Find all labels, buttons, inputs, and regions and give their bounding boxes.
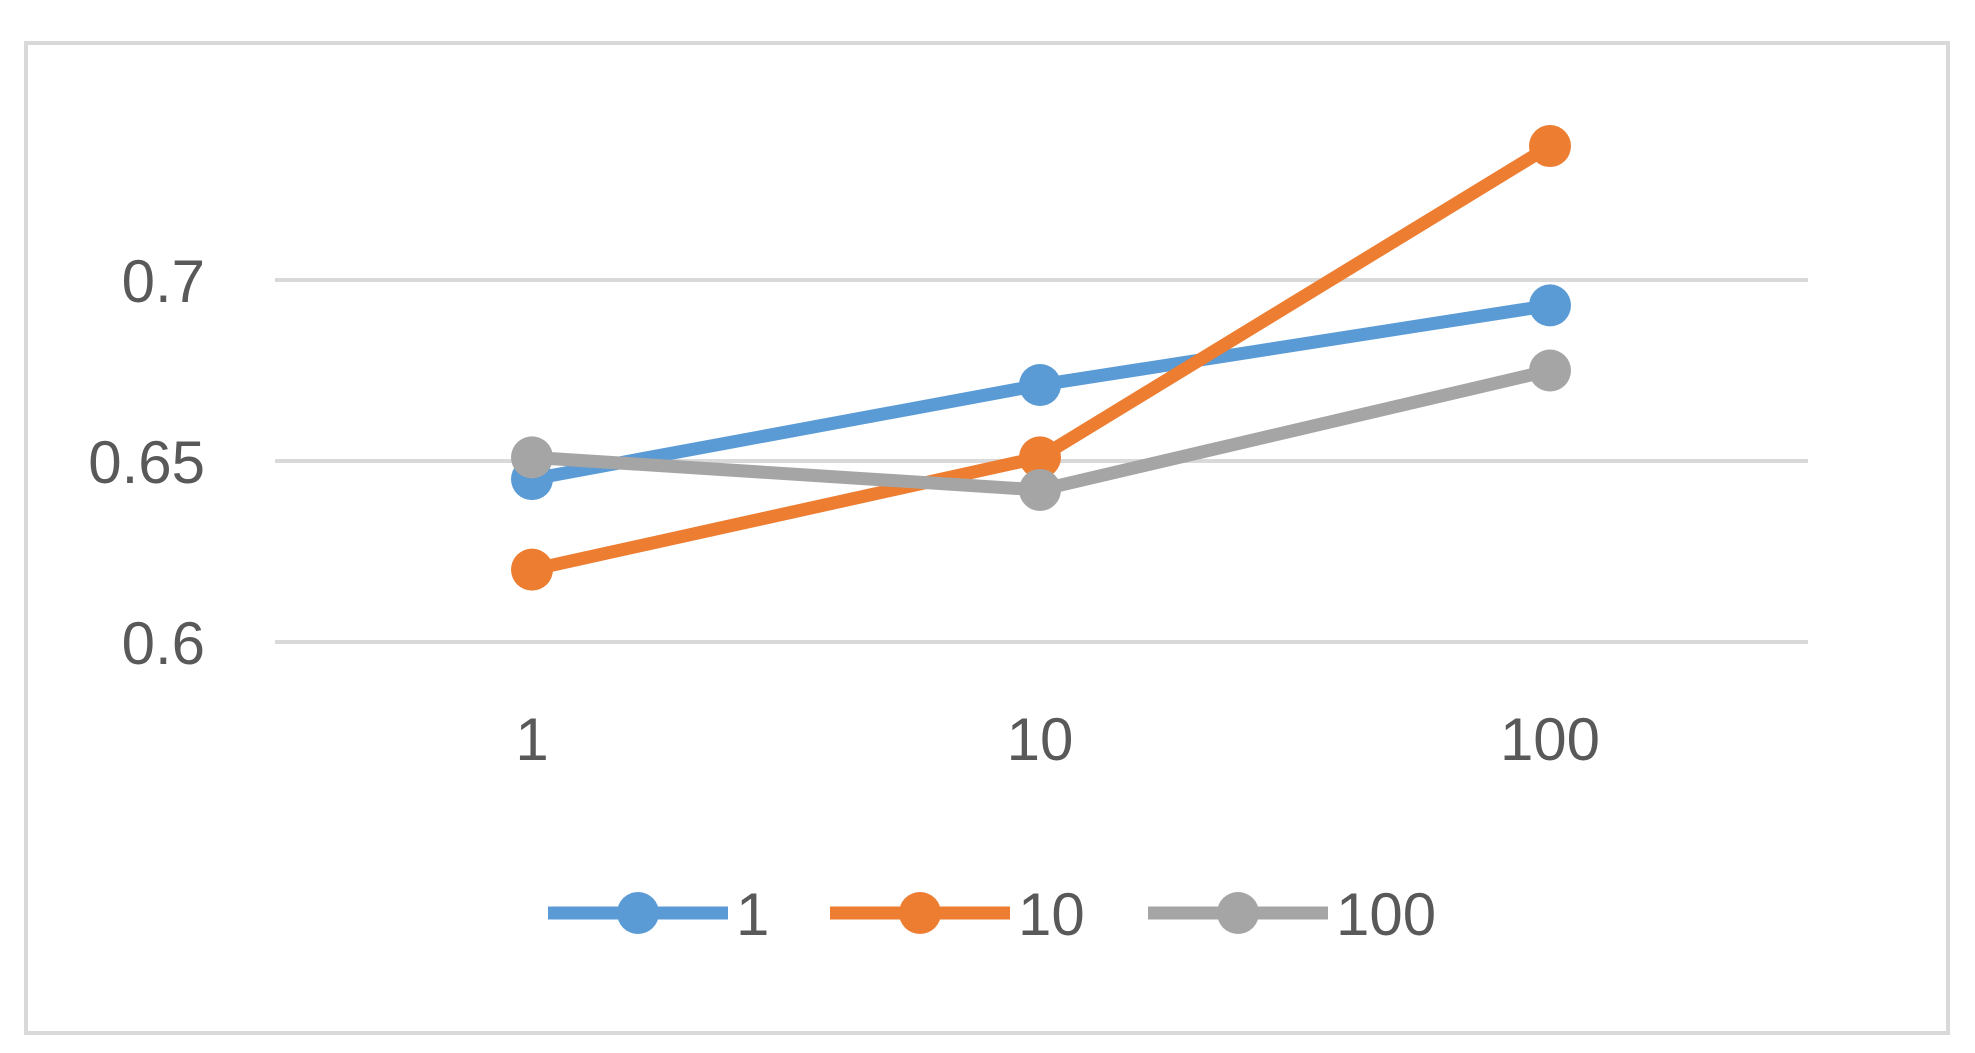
y-tick-label: 0.6 (122, 610, 205, 677)
data-point (511, 548, 553, 591)
series-10 (511, 125, 1571, 591)
data-point (511, 436, 553, 479)
legend: 1 10 100 (548, 881, 1436, 948)
data-point (1019, 363, 1061, 406)
data-point (1529, 284, 1571, 327)
legend-marker (617, 892, 659, 934)
data-point (1019, 468, 1061, 511)
legend-marker (1217, 892, 1259, 934)
data-point (1529, 349, 1571, 392)
series-1 (511, 284, 1571, 501)
legend-item: 100 (1148, 881, 1436, 948)
legend-label: 100 (1336, 881, 1436, 948)
legend-item: 10 (830, 881, 1085, 948)
x-tick-label: 1 (515, 706, 548, 773)
y-axis-tick-labels: 0.6 0.65 0.7 (88, 248, 205, 677)
series-100 (511, 349, 1571, 511)
legend-label: 1 (736, 881, 769, 948)
data-point (1019, 436, 1061, 479)
x-axis-tick-labels: 1 10 100 (515, 706, 1600, 773)
x-tick-label: 100 (1500, 706, 1600, 773)
y-tick-label: 0.65 (88, 429, 205, 496)
series-lines (511, 125, 1571, 591)
chart-frame (24, 41, 1950, 1035)
legend-marker (899, 892, 941, 934)
legend-item: 1 (548, 881, 769, 948)
x-tick-label: 10 (1007, 706, 1074, 773)
data-point (1529, 125, 1571, 168)
legend-label: 10 (1018, 881, 1085, 948)
y-tick-label: 0.7 (122, 248, 205, 315)
